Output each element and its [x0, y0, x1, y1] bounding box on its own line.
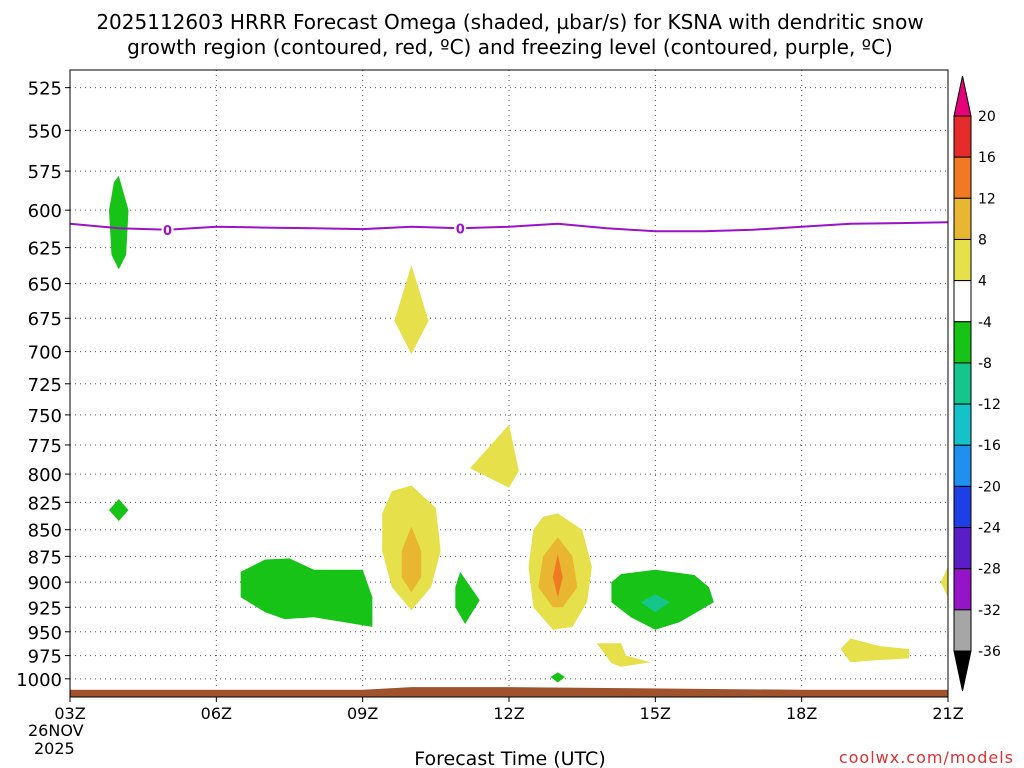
y-tick-label: 750	[28, 406, 62, 427]
colorbar-label: 20	[978, 109, 996, 125]
y-tick-label: 650	[28, 275, 62, 296]
colorbar-swatch	[953, 197, 972, 240]
y-tick-label: 725	[28, 375, 62, 396]
y-tick-label: 775	[28, 436, 62, 457]
y-tick-label: 900	[28, 573, 62, 594]
omega-region	[840, 638, 909, 663]
omega-region	[470, 424, 519, 488]
date-label-line1: 26NOV	[28, 721, 84, 740]
y-tick-label: 700	[28, 343, 62, 364]
chart-title-line2: growth region (contoured, red, ºC) and f…	[127, 35, 893, 59]
omega-region	[401, 526, 422, 593]
terrain-surface	[70, 687, 948, 697]
colorbar-swatch	[953, 115, 972, 158]
omega-region	[596, 643, 651, 667]
omega-region	[240, 558, 373, 627]
y-tick-label: 550	[28, 121, 62, 142]
credit-label: coolwx.com/models	[839, 748, 1014, 767]
colorbar-label: -20	[978, 479, 1001, 495]
x-tick-label: 18Z	[786, 704, 817, 723]
y-tick-label: 1000	[16, 670, 62, 691]
y-tick-label: 525	[28, 79, 62, 100]
y-tick-label: 825	[28, 493, 62, 514]
x-axis: 03Z 06Z 09Z 12Z 15Z 18Z 21Z	[54, 697, 964, 723]
colorbar-top-arrow	[953, 75, 972, 117]
x-tick-label: 06Z	[201, 704, 232, 723]
x-tick-label: 15Z	[640, 704, 671, 723]
omega-shading	[109, 175, 948, 683]
y-axis: 525 550 575 600 625 650 675 700 725 750 775 800 825 8…	[16, 79, 70, 691]
y-tick-label: 925	[28, 598, 62, 619]
omega-region	[550, 672, 566, 683]
omega-region	[552, 554, 563, 598]
date-label-line2: 2025	[34, 739, 75, 758]
colorbar: 20 16 12 8 4 -4 -8 -12 -16 -20 -24 -28 -32 -36	[953, 75, 1001, 692]
terrain	[70, 687, 948, 697]
y-tick-label: 875	[28, 547, 62, 568]
y-tick-label: 950	[28, 623, 62, 644]
colorbar-swatch	[953, 609, 972, 652]
colorbar-label: 8	[978, 232, 987, 248]
x-tick-label: 03Z	[54, 704, 85, 723]
colorbar-swatch	[953, 156, 972, 199]
y-tick-label: 800	[28, 465, 62, 486]
x-tick-label: 09Z	[347, 704, 378, 723]
grid	[69, 70, 949, 697]
colorbar-swatch	[953, 485, 972, 529]
colorbar-swatch	[953, 403, 972, 446]
freezing-label-background	[161, 221, 174, 237]
omega-region	[394, 265, 429, 355]
colorbar-label: -4	[978, 315, 992, 331]
y-tick-label: 675	[28, 309, 62, 330]
omega-region	[940, 566, 948, 598]
colorbar-swatch	[953, 362, 972, 405]
colorbar-swatch	[953, 280, 972, 323]
y-tick-label: 975	[28, 647, 62, 668]
y-tick-label: 600	[28, 201, 62, 222]
colorbar-label: -24	[978, 521, 1001, 537]
plot-frame	[69, 69, 949, 698]
y-tick-label: 625	[28, 239, 62, 260]
colorbar-label: -28	[978, 562, 1001, 578]
colorbar-bottom-arrow	[953, 650, 972, 692]
colorbar-swatch	[953, 527, 972, 570]
colorbar-label: -8	[978, 356, 992, 372]
colorbar-swatch	[953, 238, 972, 282]
colorbar-label: -16	[978, 438, 1001, 454]
omega-region	[109, 499, 129, 521]
y-tick-label: 850	[28, 521, 62, 542]
colorbar-swatch	[953, 444, 972, 487]
freezing-label-background	[454, 220, 467, 236]
colorbar-label: -12	[978, 397, 1001, 413]
x-tick-label: 12Z	[493, 704, 524, 723]
freezing-level-line	[69, 221, 949, 233]
colorbar-swatch	[953, 321, 972, 364]
colorbar-label: 4	[978, 274, 987, 290]
colorbar-label: -36	[978, 644, 1001, 660]
y-tick-label: 575	[28, 162, 62, 183]
x-axis-title: Forecast Time (UTC)	[414, 748, 605, 768]
colorbar-label: -32	[978, 603, 1001, 619]
chart-title-line1: 2025112603 HRRR Forecast Omega (shaded, …	[96, 10, 923, 34]
omega-region	[455, 571, 480, 624]
colorbar-swatch	[953, 568, 972, 611]
omega-region	[640, 594, 670, 613]
colorbar-label: 12	[978, 191, 996, 207]
colorbar-label: 16	[978, 150, 996, 166]
freezing-level-label: 0	[163, 224, 172, 239]
x-tick-label: 21Z	[932, 704, 963, 723]
freezing-level-label: 0	[456, 222, 465, 237]
omega-region	[109, 175, 129, 270]
